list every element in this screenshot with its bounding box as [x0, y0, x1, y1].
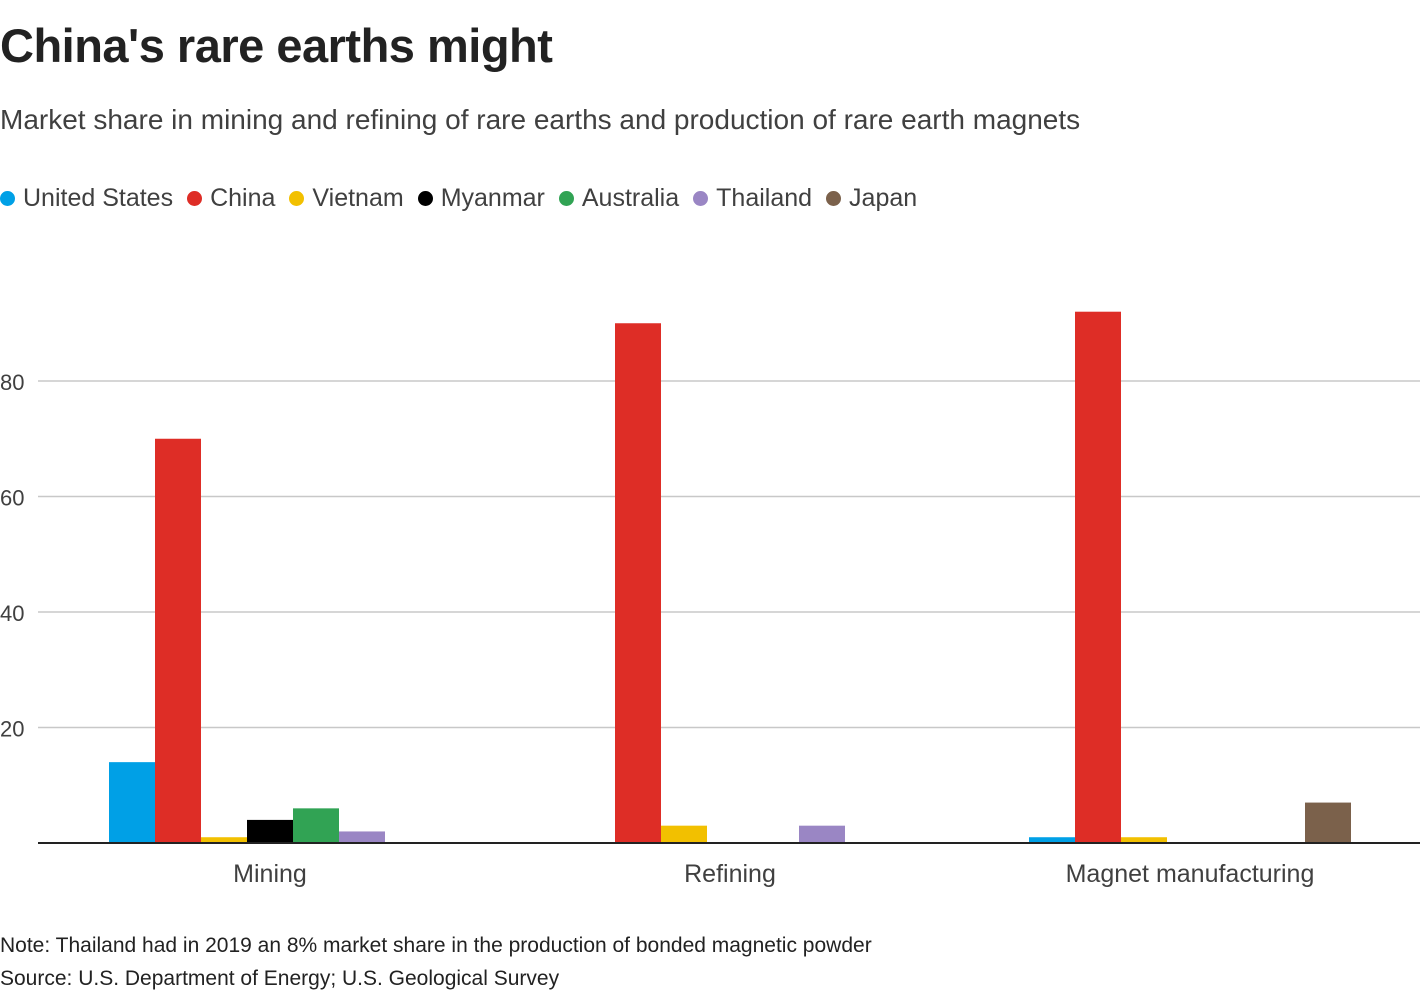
legend-swatch: [417, 191, 433, 206]
bar-mining-china: [155, 438, 201, 843]
bar-mining-vietnam: [201, 837, 247, 843]
legend-swatch: [0, 191, 15, 206]
legend-label: Vietnam: [312, 184, 404, 212]
bar-mining-united-states: [109, 762, 155, 843]
legend-item: Vietnam: [289, 184, 404, 213]
legend-item: China: [187, 184, 275, 213]
bar-mining-thailand: [339, 831, 385, 843]
legend-label: Thailand: [716, 184, 813, 212]
bar-refining-thailand: [799, 825, 845, 843]
bar-refining-vietnam: [661, 825, 707, 843]
legend-label: Myanmar: [440, 184, 545, 212]
legend-item: Thailand: [693, 184, 812, 213]
bar-magnet-manufacturing-united-states: [1029, 837, 1075, 843]
x-tick-label: Magnet manufacturing: [1066, 860, 1315, 888]
legend-label: China: [210, 184, 276, 212]
chart-source: Source: U.S. Department of Energy; U.S. …: [0, 967, 560, 990]
legend-swatch: [289, 191, 305, 206]
legend-item: Japan: [826, 184, 917, 213]
x-tick-label: Refining: [684, 860, 776, 888]
legend-item: United States: [0, 184, 173, 213]
y-tick-label: 20: [0, 717, 24, 742]
y-tick-label: 80: [0, 370, 24, 395]
bar-mining-australia: [293, 808, 339, 843]
legend: United States China Vietnam Myanmar Australi…: [0, 184, 917, 213]
legend-item: Myanmar: [417, 184, 545, 213]
legend-swatch: [187, 191, 203, 206]
bar-magnet-manufacturing-japan: [1305, 802, 1351, 843]
legend-label: Australia: [581, 184, 680, 212]
legend-swatch: [693, 191, 709, 206]
chart-note: Note: Thailand had in 2019 an 8% market …: [0, 934, 872, 957]
x-tick-label: Mining: [233, 860, 307, 888]
bar-refining-china: [615, 323, 661, 843]
legend-swatch: [558, 191, 574, 206]
legend-swatch: [826, 191, 842, 206]
chart-title: China's rare earths might: [0, 19, 553, 72]
bar-magnet-manufacturing-china: [1075, 311, 1121, 843]
chart-subtitle: Market share in mining and refining of r…: [0, 104, 1081, 135]
bar-magnet-manufacturing-vietnam: [1121, 837, 1167, 843]
legend-label: United States: [23, 184, 174, 212]
y-tick-label: 60: [0, 486, 24, 511]
bar-mining-myanmar: [247, 819, 293, 843]
y-tick-label: 40: [0, 601, 24, 626]
legend-item: Australia: [558, 184, 680, 213]
legend-label: Japan: [849, 184, 918, 212]
